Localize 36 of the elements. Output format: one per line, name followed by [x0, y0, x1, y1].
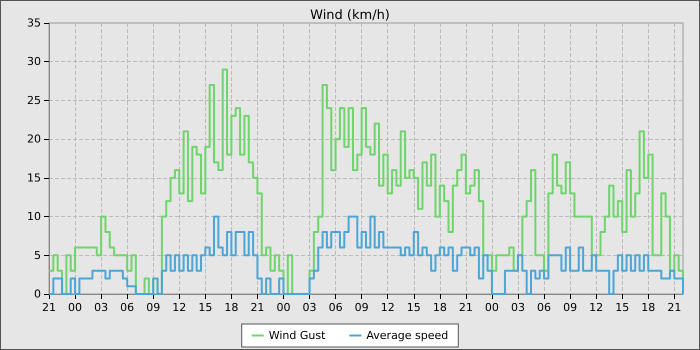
- x-tick-label: 15: [615, 301, 630, 314]
- x-tick-label: 12: [172, 301, 186, 314]
- y-tick-label: 0: [34, 288, 41, 300]
- y-tick-label: 15: [27, 171, 41, 184]
- x-tick-label: 12: [589, 301, 604, 314]
- x-tick-label: 21: [250, 301, 264, 314]
- legend-label: Average speed: [366, 329, 448, 342]
- x-tick-label: 09: [563, 301, 578, 314]
- x-tick-label: 09: [354, 301, 369, 314]
- y-tick-label: 35: [27, 16, 41, 30]
- x-tick-label: 21: [458, 301, 473, 314]
- x-tick-label: 21: [42, 301, 56, 314]
- legend-label: Wind Gust: [268, 329, 326, 342]
- x-tick-label: 06: [120, 301, 134, 314]
- x-tick-label: 06: [328, 301, 343, 314]
- x-tick-label: 18: [432, 301, 447, 314]
- x-tick-label: 06: [537, 301, 552, 314]
- x-tick-label: 03: [510, 301, 525, 314]
- y-tick-label: 25: [27, 94, 41, 107]
- x-tick-label: 18: [224, 301, 238, 314]
- x-tick-label: 00: [276, 301, 290, 314]
- x-tick-label: 18: [641, 301, 656, 314]
- x-tick-label: 21: [667, 301, 682, 314]
- y-tick-label: 5: [34, 248, 41, 262]
- x-tick-label: 00: [68, 301, 82, 314]
- x-tick-label: 15: [406, 301, 421, 314]
- x-tick-label: 15: [198, 301, 212, 314]
- x-tick-label: 03: [94, 301, 108, 314]
- y-tick-label: 20: [27, 132, 41, 146]
- x-tick-label: 03: [302, 301, 317, 314]
- y-tick-label: 30: [27, 55, 41, 68]
- x-tick-label: 12: [380, 301, 395, 314]
- x-tick-label: 09: [146, 301, 160, 314]
- y-tick-label: 10: [27, 210, 41, 224]
- x-tick-label: 00: [484, 301, 499, 314]
- chart-title: Wind (km/h): [310, 8, 390, 23]
